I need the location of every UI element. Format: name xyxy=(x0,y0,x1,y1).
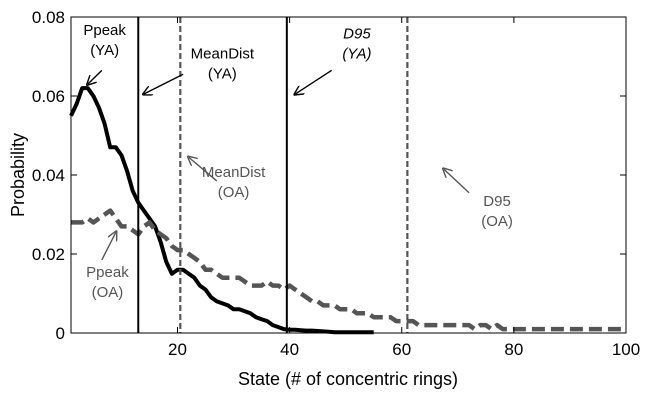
annotation-label-3-1: D95 xyxy=(343,26,371,43)
plot-frame xyxy=(70,16,627,334)
annotations: Ppeak (YA) MeanDist (YA) D95 (YA) MeanDist (OA)… xyxy=(83,22,513,301)
annotation-arrow-5 xyxy=(444,169,470,194)
annotation-label-1-1: Ppeak xyxy=(83,22,126,39)
annotation-label-5-1: D95 xyxy=(483,193,511,210)
y-axis-label: Probability xyxy=(8,133,28,217)
x-axis-ticks: 20 40 60 80 100 xyxy=(168,17,640,359)
annotation-arrow-1 xyxy=(88,69,103,84)
y-axis-ticks: 0 0.02 0.04 0.06 0.08 xyxy=(32,8,626,343)
annotation-label-2-1: MeanDist xyxy=(191,45,255,62)
annotation-arrow-3 xyxy=(295,69,333,94)
reference-lines xyxy=(137,17,409,333)
x-tick-label: 100 xyxy=(612,340,640,359)
y-tick-label: 0.06 xyxy=(32,87,65,106)
annotation-label-6-2: (OA) xyxy=(92,284,124,301)
annotation-label-5-2: (OA) xyxy=(481,213,513,230)
annotation-label-4-2: (OA) xyxy=(218,184,250,201)
x-tick-label: 20 xyxy=(168,340,187,359)
x-tick-label: 60 xyxy=(392,340,411,359)
annotation-arrow-4 xyxy=(189,157,218,182)
x-tick-label: 40 xyxy=(280,340,299,359)
y-tick-label: 0.02 xyxy=(32,245,65,264)
annotation-arrow-2 xyxy=(144,73,184,94)
annotation-label-1-2: (YA) xyxy=(90,42,119,59)
y-tick-label: 0 xyxy=(56,324,65,343)
series-line-2 xyxy=(71,208,626,332)
annotation-label-4-1: MeanDist xyxy=(202,164,266,181)
y-tick-label: 0.08 xyxy=(32,8,65,27)
annotation-arrow-6 xyxy=(101,232,116,261)
x-tick-label: 80 xyxy=(504,340,523,359)
annotation-label-6-1: Ppeak xyxy=(86,264,129,281)
y-tick-label: 0.04 xyxy=(32,166,65,185)
series-layer xyxy=(69,86,626,335)
x-axis-label: State (# of concentric rings) xyxy=(238,369,458,389)
series-line-1 xyxy=(69,86,374,335)
annotation-label-2-2: (YA) xyxy=(208,65,237,82)
annotation-label-3-2: (YA) xyxy=(342,46,371,63)
